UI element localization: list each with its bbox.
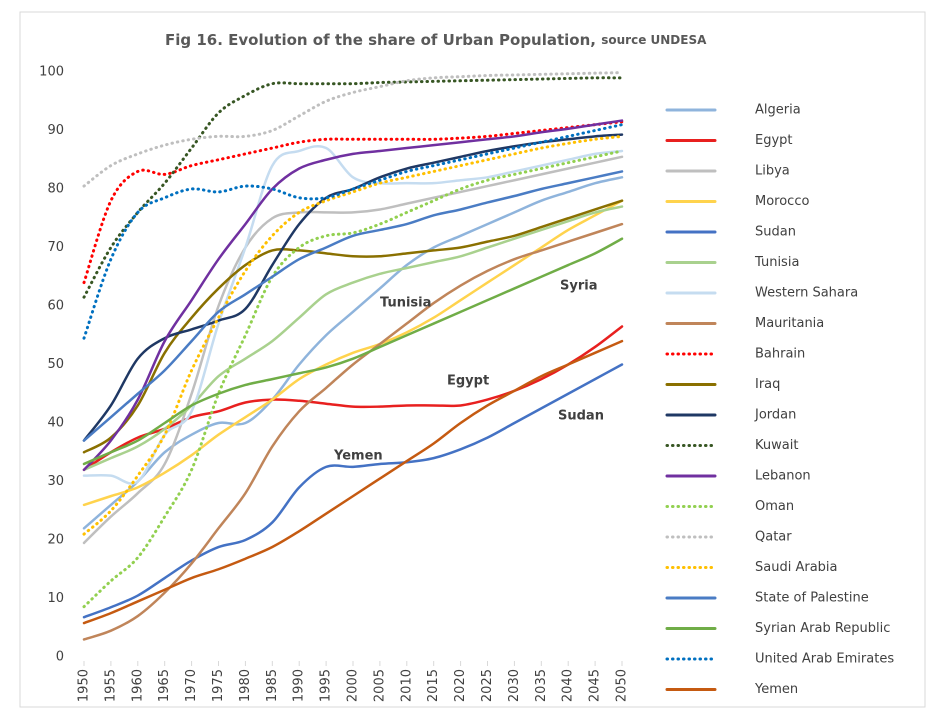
legend-label: Oman — [755, 499, 794, 514]
x-tick-label: 2050 — [615, 669, 630, 702]
y-tick-label: 20 — [47, 533, 64, 548]
x-tick-label: 2005 — [372, 669, 387, 702]
series-line — [82, 123, 624, 340]
y-tick-label: 30 — [47, 474, 64, 489]
legend-label: Syrian Arab Republic — [755, 621, 890, 636]
annotation: Syria — [560, 279, 597, 294]
legend-label: Kuwait — [755, 438, 798, 453]
x-tick-label: 1980 — [238, 669, 253, 702]
title-text: Fig 16. Evolution of the share of Urban … — [165, 31, 596, 49]
x-tick-label: 1960 — [130, 669, 145, 702]
y-tick-label: 60 — [47, 299, 64, 314]
x-tick-label: 2015 — [426, 669, 441, 702]
legend-label: Mauritania — [755, 316, 824, 331]
x-tick-label: 2040 — [561, 669, 576, 702]
x-tick-label: 2010 — [399, 669, 414, 702]
x-tick-label: 1975 — [211, 669, 226, 702]
y-tick-label: 50 — [47, 357, 64, 372]
annotation: Yemen — [333, 449, 383, 464]
legend-label: Algeria — [755, 103, 801, 118]
legend-label: United Arab Emirates — [755, 652, 894, 667]
series-line — [82, 71, 624, 188]
series-line — [82, 144, 624, 485]
x-tick-label: 2000 — [346, 669, 361, 702]
series-line — [82, 120, 624, 285]
x-tick-label: 1950 — [77, 669, 92, 702]
series-line — [82, 170, 624, 442]
x-tick-label: 2045 — [588, 669, 603, 702]
x-tick-label: 1990 — [292, 669, 307, 702]
series-line — [82, 199, 624, 454]
y-tick-label: 40 — [47, 416, 64, 431]
legend-label: Saudi Arabia — [755, 560, 838, 575]
legend-label: Lebanon — [755, 469, 811, 484]
y-tick-label: 80 — [47, 182, 64, 197]
x-tick-label: 1970 — [184, 669, 199, 702]
legend-label: Jordan — [754, 408, 796, 423]
chart-title: Fig 16. Evolution of the share of Urban … — [165, 31, 707, 49]
y-tick-label: 90 — [47, 123, 64, 138]
legend-label: Qatar — [755, 530, 792, 545]
legend-label: State of Palestine — [755, 591, 869, 606]
y-tick-label: 70 — [47, 240, 64, 255]
annotation: Tunisia — [380, 296, 431, 311]
legend-label: Iraq — [755, 377, 780, 392]
series-line — [82, 205, 624, 472]
legend-label: Libya — [755, 164, 790, 179]
source-text: source UNDESA — [601, 33, 707, 47]
chart-frame — [19, 11, 926, 708]
series-line — [82, 237, 624, 466]
series-line — [82, 76, 624, 299]
annotation: Egypt — [447, 374, 489, 389]
x-tick-label: 1965 — [157, 669, 172, 702]
x-tick-label: 1955 — [103, 669, 118, 702]
legend-label: Tunisia — [754, 255, 799, 270]
x-tick-label: 2025 — [480, 669, 495, 702]
y-tick-label: 10 — [47, 591, 64, 606]
series-line — [82, 149, 624, 609]
legend-label: Morocco — [755, 194, 809, 209]
y-tick-label: 100 — [39, 65, 64, 80]
legend-label: Western Sahara — [755, 286, 858, 301]
series-line — [82, 222, 624, 641]
x-tick-label: 2030 — [507, 669, 522, 702]
y-tick-label: 0 — [56, 650, 64, 665]
legend-label: Sudan — [755, 225, 796, 240]
legend-label: Bahrain — [755, 347, 805, 362]
series-line — [82, 325, 624, 472]
x-tick-label: 1995 — [319, 669, 334, 702]
x-tick-label: 2020 — [453, 669, 468, 702]
series-line — [82, 155, 624, 545]
x-tick-label: 2035 — [534, 669, 549, 702]
series-line — [82, 339, 624, 625]
annotation: Sudan — [558, 409, 604, 424]
series-line — [82, 363, 624, 619]
series-line — [82, 119, 624, 472]
legend-label: Egypt — [755, 133, 793, 148]
x-tick-label: 1985 — [265, 669, 280, 702]
legend-label: Yemen — [754, 682, 798, 697]
